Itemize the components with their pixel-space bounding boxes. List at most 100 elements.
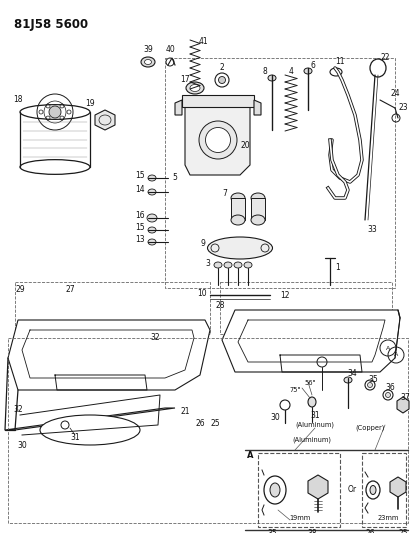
Text: 31: 31 [310, 410, 320, 419]
Text: 35: 35 [267, 529, 277, 533]
Ellipse shape [270, 483, 280, 497]
Polygon shape [8, 320, 210, 390]
Ellipse shape [148, 239, 156, 245]
Text: 23mm: 23mm [377, 515, 399, 521]
Text: 24: 24 [390, 88, 400, 98]
Ellipse shape [268, 75, 276, 81]
Text: 29: 29 [15, 286, 25, 295]
Bar [182, 95, 254, 107]
Ellipse shape [186, 82, 204, 94]
Text: 14: 14 [135, 184, 145, 193]
Ellipse shape [365, 380, 375, 390]
Text: 27: 27 [65, 286, 75, 295]
Text: (Aluminum): (Aluminum) [293, 437, 332, 443]
Ellipse shape [215, 73, 229, 87]
Polygon shape [254, 100, 261, 115]
Circle shape [49, 106, 61, 118]
Ellipse shape [251, 215, 265, 225]
Text: (Aluminum): (Aluminum) [296, 422, 335, 428]
Text: 21: 21 [180, 408, 190, 416]
Ellipse shape [199, 121, 237, 159]
Ellipse shape [40, 415, 140, 445]
Ellipse shape [304, 68, 312, 74]
Polygon shape [175, 100, 182, 115]
Text: 26: 26 [195, 418, 205, 427]
Ellipse shape [251, 193, 265, 203]
Text: 15: 15 [135, 222, 145, 231]
Ellipse shape [370, 486, 376, 495]
Text: 8: 8 [263, 68, 268, 77]
Text: 35: 35 [368, 375, 378, 384]
Text: 56": 56" [304, 380, 316, 386]
Ellipse shape [145, 60, 152, 64]
Text: 11: 11 [335, 58, 345, 67]
Ellipse shape [367, 383, 372, 387]
Ellipse shape [190, 85, 200, 92]
Text: Or: Or [347, 486, 357, 495]
Text: 2: 2 [219, 63, 224, 72]
Text: 15: 15 [135, 171, 145, 180]
Bar [8, 338, 408, 523]
Text: 25: 25 [210, 418, 220, 427]
Text: 23: 23 [398, 103, 408, 112]
Text: 25: 25 [398, 529, 408, 533]
Polygon shape [308, 475, 328, 499]
Polygon shape [95, 110, 115, 130]
Text: 30: 30 [17, 440, 27, 449]
Polygon shape [5, 408, 175, 430]
Text: 33: 33 [367, 225, 377, 235]
Bar [258, 453, 340, 527]
Bar [251, 198, 265, 220]
Bar [15, 282, 210, 334]
Text: 12: 12 [280, 290, 290, 300]
Text: 37: 37 [400, 393, 410, 402]
Text: 34: 34 [347, 369, 357, 378]
Text: 38: 38 [307, 529, 317, 533]
Bar [165, 58, 395, 288]
Ellipse shape [141, 57, 155, 67]
Text: 9: 9 [201, 238, 206, 247]
Text: 75": 75" [289, 387, 301, 393]
Text: 39: 39 [143, 45, 153, 54]
Text: A: A [247, 450, 253, 459]
Ellipse shape [231, 215, 245, 225]
Ellipse shape [219, 77, 226, 84]
Ellipse shape [20, 160, 90, 174]
Text: 32: 32 [13, 406, 23, 415]
Bar [220, 282, 392, 334]
Ellipse shape [20, 104, 90, 119]
Text: 16: 16 [135, 211, 145, 220]
Text: 18: 18 [13, 95, 23, 104]
Ellipse shape [386, 392, 390, 398]
Ellipse shape [224, 262, 232, 268]
Ellipse shape [308, 397, 316, 407]
Text: 28: 28 [215, 302, 225, 311]
Ellipse shape [206, 127, 231, 152]
Ellipse shape [383, 390, 393, 400]
Ellipse shape [344, 377, 352, 383]
Ellipse shape [244, 262, 252, 268]
Bar [231, 198, 245, 220]
Polygon shape [397, 397, 409, 413]
Polygon shape [222, 310, 400, 372]
Text: 13: 13 [135, 235, 145, 244]
Text: 22: 22 [380, 53, 390, 62]
Text: 17: 17 [180, 76, 190, 85]
Ellipse shape [148, 175, 156, 181]
Text: 41: 41 [198, 37, 208, 46]
Text: A: A [394, 352, 398, 358]
Text: 20: 20 [240, 141, 250, 149]
Text: 4: 4 [289, 68, 293, 77]
Text: 30: 30 [270, 414, 280, 423]
Text: 19mm: 19mm [289, 515, 311, 521]
Ellipse shape [231, 193, 245, 203]
Ellipse shape [234, 262, 242, 268]
Bar [362, 453, 406, 527]
Text: 26: 26 [365, 529, 375, 533]
Ellipse shape [366, 481, 380, 499]
Text: 7: 7 [223, 189, 227, 198]
Polygon shape [185, 100, 250, 175]
Text: A: A [386, 345, 390, 351]
Ellipse shape [264, 476, 286, 504]
Ellipse shape [208, 237, 272, 259]
